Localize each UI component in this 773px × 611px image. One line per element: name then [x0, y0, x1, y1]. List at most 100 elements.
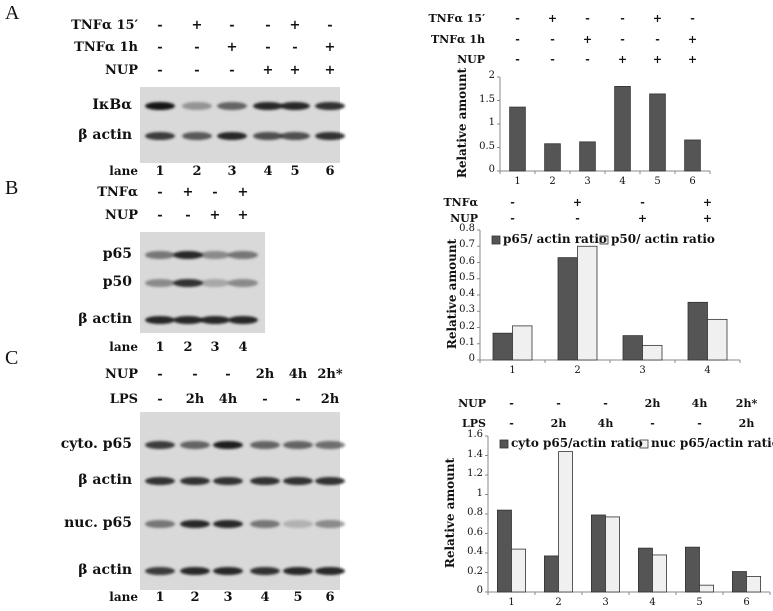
bar-p50	[577, 245, 598, 361]
chart-condition-value: 2h	[644, 397, 661, 410]
blot-row-label: IκBα	[92, 97, 132, 113]
condition-value: 2h	[185, 392, 205, 407]
bar-value	[509, 106, 526, 172]
y-tick-label: 1	[476, 487, 483, 499]
legend-label: cyto p65/actin ratio	[511, 436, 643, 450]
condition-value: -	[157, 208, 163, 223]
x-tick-label: 5	[696, 597, 703, 608]
condition-value: -	[212, 185, 218, 200]
blot-band	[173, 279, 203, 287]
chart-condition-value: -	[620, 12, 625, 25]
blot-band	[213, 520, 243, 528]
chart-condition-value: +	[702, 212, 713, 225]
chart-condition-value: -	[585, 53, 590, 66]
x-tick-label: 4	[704, 365, 711, 376]
x-tick-label: 3	[584, 176, 591, 187]
bar-value	[649, 93, 666, 172]
blot-band	[315, 567, 345, 575]
condition-label: NUP	[105, 367, 138, 382]
chart-condition-value: -	[510, 196, 515, 209]
blot-band	[228, 279, 258, 287]
bar-cyto-p65	[496, 509, 512, 593]
chart-condition-label: NUP	[450, 212, 478, 225]
blot-band	[315, 441, 345, 449]
x-tick-label: 3	[602, 597, 609, 608]
bar-value	[544, 143, 561, 172]
condition-value: +	[209, 208, 221, 223]
blot-band	[250, 520, 280, 528]
condition-value: -	[157, 63, 163, 78]
x-tick-label: 4	[649, 597, 656, 608]
x-tick-label: 1	[514, 176, 521, 187]
bar-nuc-p65	[605, 516, 621, 593]
chart-condition-value: -	[640, 196, 645, 209]
condition-value: -	[185, 208, 191, 223]
bar-p65	[687, 301, 708, 361]
lane-label: lane	[109, 590, 138, 604]
y-tick-label: 0.7	[459, 239, 475, 251]
blot-band	[315, 477, 345, 485]
blot-band	[200, 251, 230, 259]
chart-condition-value: +	[572, 196, 583, 209]
x-tick-label: 1	[509, 365, 516, 376]
bar-p50	[642, 344, 663, 361]
chart-condition-value: 4h	[597, 417, 614, 430]
y-tick-label: 0.6	[459, 255, 475, 267]
condition-value: -	[292, 40, 298, 55]
condition-value: +	[324, 63, 336, 78]
x-tick-label: 1	[508, 597, 515, 608]
condition-label: TNFα	[97, 185, 138, 200]
condition-value: -	[157, 392, 163, 407]
y-tick-label: 0.4	[459, 288, 475, 299]
condition-value: +	[226, 40, 238, 55]
bar-nuc-p65	[652, 554, 668, 593]
blot-band	[173, 316, 203, 324]
chart-condition-value: -	[550, 53, 555, 66]
chart-condition-label: NUP	[458, 397, 486, 410]
panel-label-A: A	[5, 2, 20, 24]
blot-row-label: p50	[102, 274, 132, 290]
bar-cyto-p65	[732, 571, 747, 593]
y-axis-label: Relative amount	[443, 457, 457, 569]
condition-value: 4h	[218, 392, 238, 407]
chart-condition-value: -	[556, 397, 561, 410]
legend-label: nuc p65/actin ratio	[651, 436, 773, 450]
blot-band	[145, 567, 175, 575]
blot-band	[200, 279, 230, 287]
lane-number: 5	[290, 164, 300, 179]
blot-band	[213, 477, 243, 485]
chart-condition-value: -	[515, 53, 520, 66]
blot-band	[315, 520, 345, 528]
condition-value: -	[194, 40, 200, 55]
condition-value: +	[262, 63, 274, 78]
bar-cyto-p65	[544, 555, 559, 593]
blot-band	[173, 251, 203, 259]
chart-condition-label: TNFα 15′	[428, 12, 485, 25]
condition-label: LPS	[109, 392, 138, 407]
condition-value: +	[289, 18, 301, 33]
chart-condition-value: 2h*	[735, 397, 758, 410]
blot-band	[280, 132, 310, 140]
blot-band	[253, 132, 283, 140]
blot-band	[145, 251, 175, 259]
chart-condition-value: -	[510, 212, 515, 225]
y-tick-label: 0.6	[467, 526, 483, 538]
condition-value: 4h	[288, 367, 308, 382]
condition-value: -	[157, 367, 163, 382]
condition-value: -	[157, 185, 163, 200]
chart-condition-value: +	[702, 196, 713, 209]
western-blot-image	[140, 87, 340, 163]
condition-value: -	[265, 40, 271, 55]
lane-number: 1	[155, 340, 165, 355]
lane-number: 6	[325, 590, 335, 605]
y-tick-label: 0.2	[459, 320, 475, 332]
y-tick-label: 0.3	[459, 304, 475, 316]
condition-value: +	[237, 208, 249, 223]
blot-band	[250, 567, 280, 575]
condition-value: +	[289, 63, 301, 78]
bar-cyto-p65	[638, 547, 653, 593]
y-tick-label: 0	[476, 585, 483, 596]
bar-p65	[557, 257, 578, 361]
chart-condition-value: +	[652, 53, 663, 66]
